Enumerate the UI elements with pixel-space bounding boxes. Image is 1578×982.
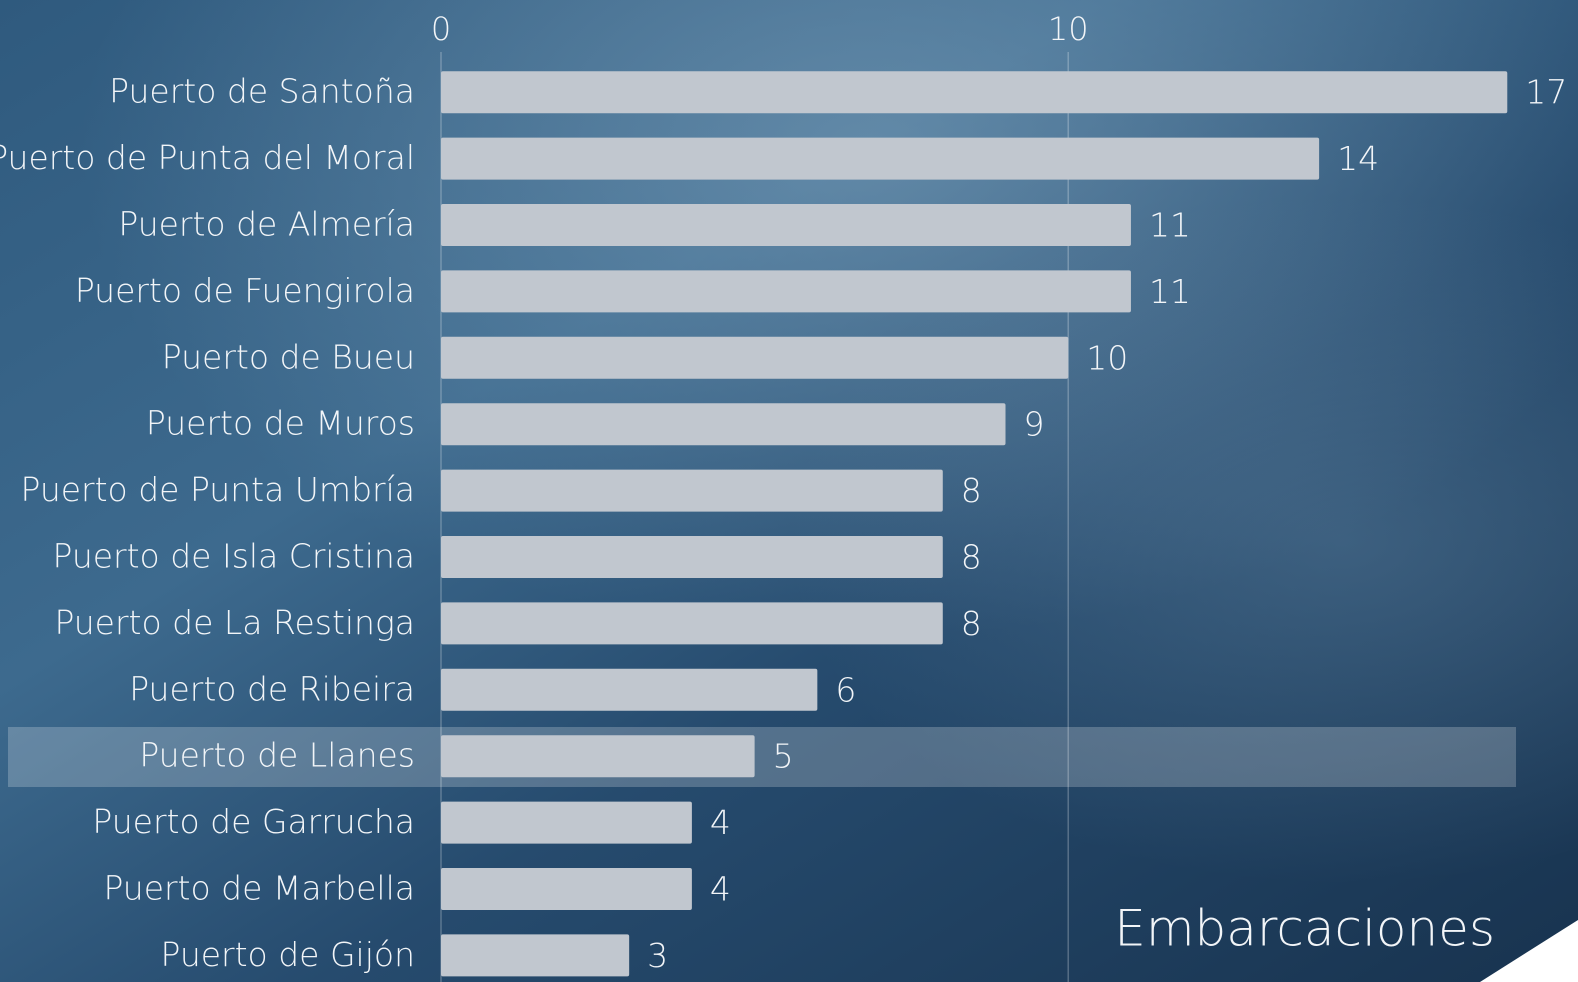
value-label: 9 — [1024, 405, 1045, 444]
bar — [441, 602, 943, 645]
value-label: 8 — [961, 538, 982, 577]
plot-area: 0 10 Puerto de Santoña 17 Puerto de Punta de… — [0, 10, 1567, 982]
value-label: 8 — [961, 471, 982, 510]
value-label: 8 — [961, 604, 982, 643]
y-tick-label: Puerto de Muros — [146, 404, 415, 443]
y-tick-label: Puerto de Ribeira — [129, 669, 415, 708]
y-tick-label: Puerto de Garrucha — [92, 802, 415, 841]
bar — [441, 469, 943, 512]
y-tick-label: Puerto de Punta Umbría — [21, 470, 415, 509]
bar — [441, 71, 1508, 114]
corner — [1480, 920, 1578, 982]
y-tick-label: Puerto de Santoña — [109, 72, 415, 111]
y-tick-label: Puerto de Fuengirola — [75, 271, 415, 310]
bar — [441, 270, 1131, 313]
bar — [441, 336, 1069, 379]
value-label: 14 — [1337, 139, 1379, 178]
value-label: 11 — [1149, 272, 1191, 311]
bar — [441, 934, 630, 977]
y-tick-label: Puerto de Punta del Moral — [0, 138, 415, 177]
value-label: 5 — [773, 737, 794, 776]
x-tick-label: 0 — [431, 10, 451, 48]
value-label: 3 — [647, 936, 668, 975]
y-tick-label: Puerto de Almería — [118, 205, 415, 244]
y-tick-label: Puerto de Llanes — [139, 736, 415, 775]
bar — [441, 868, 692, 910]
axis-label: Embarcaciones — [1114, 900, 1495, 958]
value-label: 10 — [1086, 338, 1128, 377]
y-tick-label: Puerto de Bueu — [162, 337, 415, 376]
y-tick-label: Puerto de Gijón — [161, 935, 415, 974]
bar — [441, 801, 692, 844]
value-label: 11 — [1149, 206, 1191, 245]
bar — [441, 204, 1131, 246]
x-tick-label: 10 — [1048, 10, 1089, 48]
value-label: 4 — [710, 803, 731, 842]
y-tick-label: Puerto de Isla Cristina — [53, 537, 415, 576]
value-label: 6 — [835, 670, 856, 709]
value-label: 17 — [1525, 73, 1567, 112]
bar — [441, 137, 1320, 180]
bar — [441, 668, 818, 711]
y-tick-label: Puerto de La Restinga — [54, 603, 415, 642]
row-highlight[interactable] — [8, 727, 1516, 787]
value-label: 4 — [710, 870, 731, 909]
bar — [441, 403, 1006, 446]
bar — [441, 735, 755, 778]
y-tick-label: Puerto de Marbella — [103, 869, 415, 908]
bar — [441, 536, 943, 578]
